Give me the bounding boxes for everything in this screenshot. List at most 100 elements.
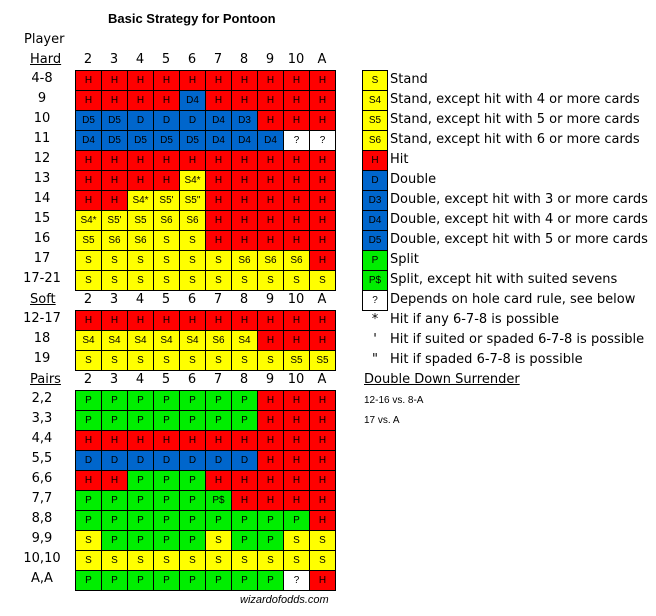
legend-text: Stand, except hit with 4 or more cards (390, 92, 640, 107)
strategy-cell: S6 (179, 210, 206, 231)
strategy-cell: H (257, 90, 284, 111)
strategy-cell: H (309, 450, 336, 471)
row-label: 10,10 (23, 551, 61, 566)
strategy-cell: H (283, 450, 310, 471)
strategy-cell: H (257, 410, 284, 431)
strategy-cell: H (101, 470, 128, 491)
dealer-column-header: A (317, 292, 327, 307)
strategy-cell: H (205, 430, 232, 451)
strategy-cell: D4 (231, 130, 258, 151)
strategy-cell: S (309, 530, 336, 551)
legend-symbol: ' (373, 332, 377, 347)
row-label: 18 (33, 331, 51, 346)
strategy-cell: D (153, 110, 180, 131)
strategy-cell: S (205, 250, 232, 271)
strategy-cell: H (309, 310, 336, 331)
strategy-cell: H (283, 190, 310, 211)
strategy-cell: H (257, 490, 284, 511)
strategy-cell: S6 (283, 250, 310, 271)
dealer-column-header: 10 (287, 52, 305, 67)
strategy-cell: S (283, 530, 310, 551)
strategy-cell: H (75, 70, 102, 91)
strategy-cell: P (101, 410, 128, 431)
dealer-column-header: 7 (213, 292, 223, 307)
dealer-column-header: 2 (83, 372, 93, 387)
strategy-cell: S6 (127, 230, 154, 251)
strategy-cell: P (231, 570, 258, 591)
strategy-cell: P (231, 390, 258, 411)
strategy-cell: H (231, 190, 258, 211)
strategy-cell: H (205, 470, 232, 491)
legend-symbol-text: Hit if suited or spaded 6-7-8 is possibl… (390, 332, 645, 347)
strategy-cell: S (179, 250, 206, 271)
strategy-cell: H (75, 310, 102, 331)
strategy-cell: H (101, 90, 128, 111)
strategy-cell: S (127, 350, 154, 371)
footer-credit: wizardofodds.com (240, 594, 329, 606)
legend-text: Double, except hit with 4 or more cards (390, 212, 648, 227)
strategy-cell: P (257, 510, 284, 531)
strategy-cell: H (309, 210, 336, 231)
strategy-cell: H (75, 470, 102, 491)
strategy-cell: H (309, 490, 336, 511)
dealer-column-header: 7 (213, 372, 223, 387)
legend-swatch: S6 (362, 130, 388, 151)
strategy-cell: H (257, 210, 284, 231)
strategy-cell: S (283, 270, 310, 291)
strategy-cell: P (179, 530, 206, 551)
strategy-cell: S (127, 270, 154, 291)
strategy-cell: H (231, 210, 258, 231)
strategy-cell: P (153, 410, 180, 431)
strategy-cell: H (257, 170, 284, 191)
strategy-cell: P (231, 410, 258, 431)
strategy-cell: H (309, 90, 336, 111)
strategy-cell: H (179, 430, 206, 451)
strategy-cell: S (75, 530, 102, 551)
legend-swatch: S (362, 70, 388, 91)
legend-swatch: ? (362, 290, 388, 311)
strategy-cell: S (153, 350, 180, 371)
strategy-cell: H (257, 450, 284, 471)
dealer-column-header: 9 (265, 52, 275, 67)
legend-text: Double (390, 172, 437, 187)
strategy-cell: S (179, 230, 206, 251)
legend-text: Split, except hit with suited sevens (390, 272, 618, 287)
strategy-cell: H (283, 410, 310, 431)
strategy-cell: P (127, 530, 154, 551)
row-label: 12 (33, 151, 51, 166)
strategy-cell: H (153, 430, 180, 451)
legend-swatch: D4 (362, 210, 388, 231)
legend-symbol-text: Hit if any 6-7-8 is possible (390, 312, 560, 327)
legend-swatch: D (362, 170, 388, 191)
strategy-cell: P (101, 390, 128, 411)
strategy-cell: D (205, 450, 232, 471)
legend-swatch: P (362, 250, 388, 271)
strategy-cell: S5 (127, 210, 154, 231)
strategy-cell: D5 (179, 130, 206, 151)
strategy-cell: P (75, 390, 102, 411)
double-down-surrender-heading: Double Down Surrender (364, 372, 520, 387)
strategy-cell: H (205, 210, 232, 231)
strategy-cell: H (309, 190, 336, 211)
legend-text: Stand (390, 72, 428, 87)
strategy-cell: H (231, 430, 258, 451)
strategy-cell: S (179, 550, 206, 571)
row-label: 2,2 (31, 391, 53, 406)
strategy-cell: H (257, 430, 284, 451)
row-label: 3,3 (31, 411, 53, 426)
legend-text: Split (390, 252, 419, 267)
strategy-cell: H (283, 470, 310, 491)
strategy-cell: S4 (179, 330, 206, 351)
strategy-cell: P (127, 470, 154, 491)
strategy-cell: ? (283, 130, 310, 151)
strategy-cell: S (309, 270, 336, 291)
strategy-cell: H (231, 70, 258, 91)
strategy-cell: P (75, 570, 102, 591)
strategy-cell: S (153, 250, 180, 271)
strategy-cell: H (283, 390, 310, 411)
strategy-cell: D4 (75, 130, 102, 151)
strategy-cell: H (309, 250, 336, 271)
strategy-cell: D5 (75, 110, 102, 131)
dealer-column-header: 6 (187, 52, 197, 67)
strategy-cell: P (231, 530, 258, 551)
